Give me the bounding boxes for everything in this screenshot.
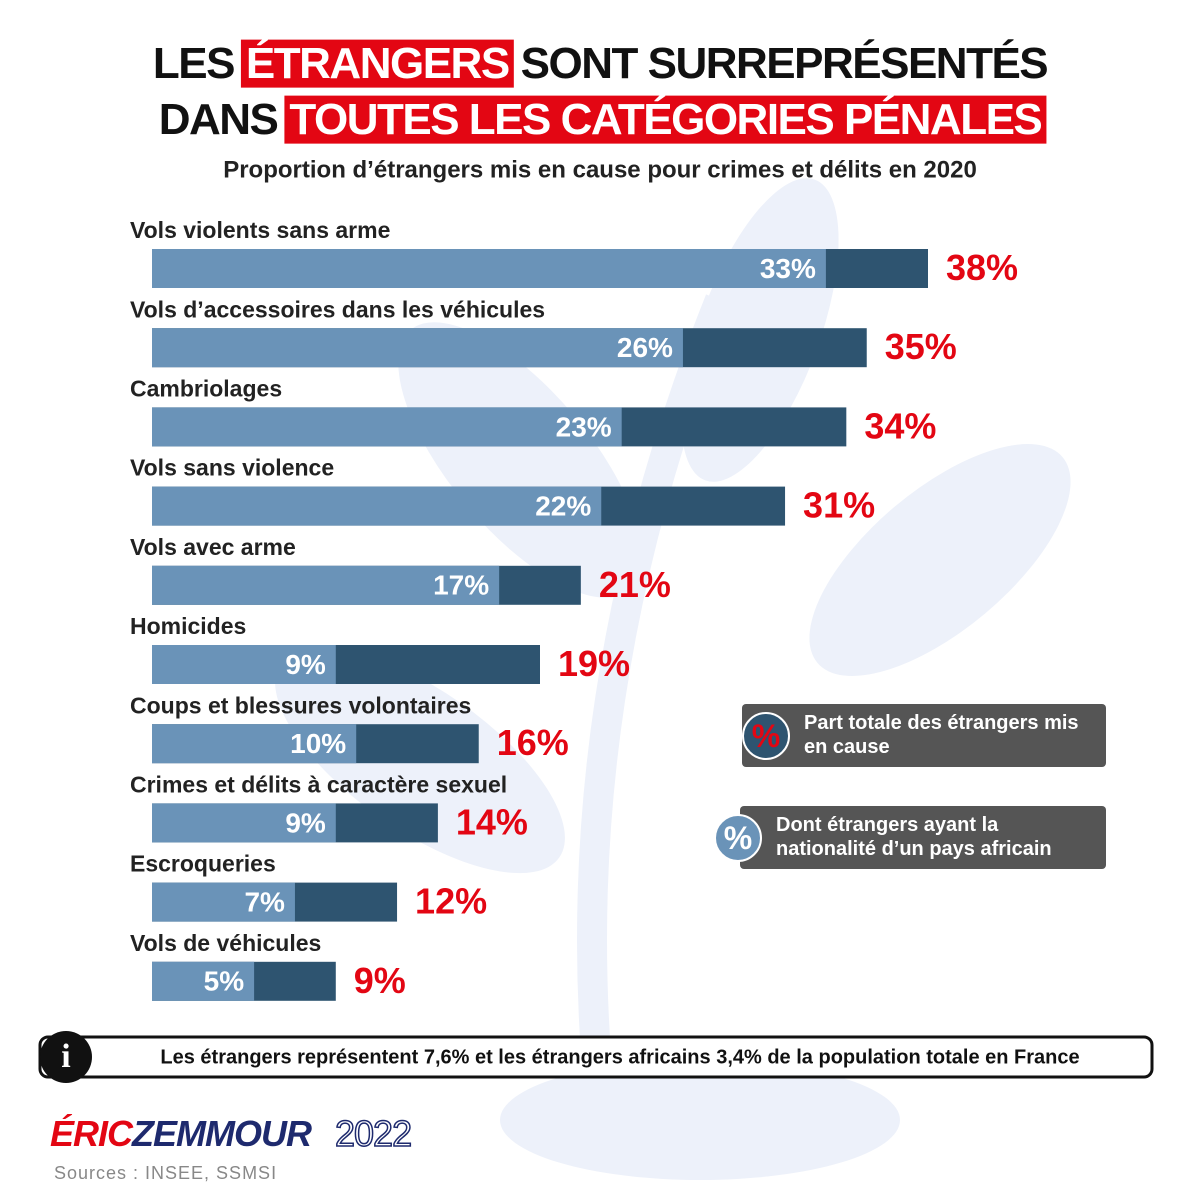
bar-africa: [152, 249, 826, 288]
value-label-africa: 17%: [433, 570, 489, 601]
bar-africa: [152, 407, 622, 447]
title-word: SONT SURREPRÉSENTÉS: [521, 38, 1048, 88]
category-label: Vols d’accessoires dans les véhicules: [130, 296, 545, 322]
bar-africa: [152, 486, 602, 526]
value-label-total: 35%: [885, 326, 957, 367]
value-label-total: 16%: [497, 722, 569, 763]
legend-swatch: %: [742, 712, 790, 760]
legend-entry: Part totale des étrangers mis en cause: [742, 704, 1106, 767]
legend-label: Part totale des étrangers mis en cause: [804, 712, 1079, 758]
bar-africa: [152, 803, 336, 843]
value-label-africa: 10%: [290, 728, 346, 759]
title-highlight: [240, 39, 514, 88]
bar-africa: [152, 565, 500, 605]
category-label: Coups et blessures volontaires: [130, 692, 471, 718]
title-word: TOUTES LES CATÉGORIES PÉNALES: [289, 94, 1041, 144]
value-label-africa: 26%: [617, 332, 673, 363]
category-label: Homicides: [130, 613, 246, 639]
value-label-africa: 23%: [556, 411, 612, 442]
bar-africa: [152, 328, 683, 368]
value-label-africa: 22%: [535, 490, 591, 521]
title-highlight: [284, 95, 1047, 144]
value-label-total: 9%: [354, 960, 406, 1001]
sources: Sources : INSEE, SSMSI: [54, 1163, 277, 1183]
title-word: LES: [153, 39, 234, 88]
value-label-total: 38%: [946, 247, 1018, 288]
subtitle: Proportion d’étrangers mis en cause pour…: [223, 156, 977, 183]
value-label-total: 14%: [456, 801, 528, 842]
legend-label: Dont étrangers ayant la nationalité d’un…: [776, 814, 1052, 860]
value-label-total: 12%: [415, 881, 487, 922]
legend-entry: Dont étrangers ayant la nationalité d’un…: [740, 806, 1106, 869]
bar-africa: [152, 645, 336, 684]
logo-first: ÉRIC: [50, 1113, 134, 1154]
category-label: Cambriolages: [130, 375, 282, 401]
category-label: Escroqueries: [130, 851, 276, 877]
logo: ÉRICZEMMOUR 2022: [50, 1113, 411, 1154]
category-label: Vols avec arme: [130, 534, 296, 560]
value-label-total: 34%: [864, 405, 936, 446]
note: Les étrangers représentent 7,6% et les é…: [160, 1046, 1079, 1068]
category-label: Crimes et délits à caractère sexuel: [130, 771, 507, 797]
value-label-total: 31%: [803, 485, 875, 526]
legend-swatch: %: [714, 814, 762, 862]
note-icon: [40, 1031, 92, 1083]
category-label: Vols violents sans arme: [130, 217, 390, 243]
bar-africa: [152, 724, 357, 764]
value-label-total: 21%: [599, 564, 671, 605]
note-icon-text: i: [61, 1038, 70, 1075]
bars: Vols violents sans arme 38% 33% Vols d’acce…: [130, 217, 1018, 1001]
value-label-africa: 7%: [244, 886, 285, 917]
title-line: LES ÉTRANGERS SONT SURREPRÉSENTÉS: [153, 38, 1047, 88]
value-label-total: 19%: [558, 643, 630, 684]
title-word: ÉTRANGERS: [246, 38, 509, 88]
category-label: Vols sans violence: [130, 455, 334, 481]
title: LES ÉTRANGERS SONT SURREPRÉSENTÉS DANS TOUTE…: [153, 38, 1049, 144]
logo-year: 2022: [335, 1113, 411, 1154]
title-word: DANS: [159, 95, 278, 144]
value-label-africa: 9%: [285, 649, 326, 680]
value-label-africa: 9%: [285, 807, 326, 838]
category-label: Vols de véhicules: [130, 930, 321, 956]
value-label-africa: 5%: [204, 966, 245, 997]
bar-africa: [152, 961, 255, 1001]
title-line: DANS TOUTES LES CATÉGORIES PÉNALES: [159, 94, 1042, 144]
bar-africa: [152, 882, 295, 922]
logo-last: ZEMMOUR: [131, 1113, 312, 1154]
value-label-africa: 33%: [760, 253, 816, 284]
